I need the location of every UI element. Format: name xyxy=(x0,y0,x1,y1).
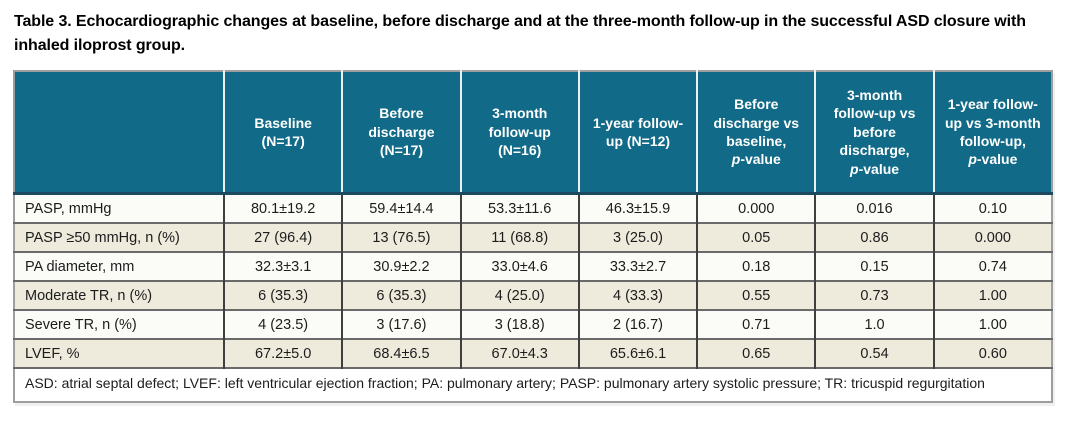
row-label: PASP, mmHg xyxy=(14,192,224,223)
cell: 11 (68.8) xyxy=(459,222,579,252)
cell: 4 (33.3) xyxy=(577,280,698,310)
column-header-label: Before discharge vs baseline, xyxy=(713,96,800,149)
column-header-label: Baseline (N=17) xyxy=(254,114,312,149)
row-label: PASP ≥50 mmHg, n (%) xyxy=(14,222,224,252)
cell: 0.71 xyxy=(696,309,816,339)
footnote-row: ASD: atrial septal defect; LVEF: left ve… xyxy=(14,367,1052,402)
cell: 1.00 xyxy=(932,280,1052,310)
table-row: PASP, mmHg 80.1±19.2 59.4±14.4 53.3±11.6 46.… xyxy=(14,192,1052,223)
p-value-label: p-value xyxy=(706,150,806,168)
cell: 0.86 xyxy=(814,222,934,252)
cell: 1.00 xyxy=(932,309,1052,339)
cell: 4 (23.5) xyxy=(222,309,343,339)
cell: 0.60 xyxy=(932,338,1052,368)
abbreviations-note: ASD: atrial septal defect; LVEF: left ve… xyxy=(14,367,1052,402)
column-header-fu_3_month: 3-month follow-up (N=16) xyxy=(459,71,579,195)
cell: 68.4±6.5 xyxy=(341,338,461,368)
p-value-label: p-value xyxy=(943,150,1043,168)
column-header-p_discharge_vs_baseline: Before discharge vs baseline, p-value xyxy=(696,71,816,195)
page: Table 3. Echocardiographic changes at ba… xyxy=(13,13,1053,403)
row-label: PA diameter, mm xyxy=(14,251,224,281)
cell: 13 (76.5) xyxy=(341,222,461,252)
cell: 0.65 xyxy=(696,338,816,368)
cell: 0.15 xyxy=(814,251,934,281)
cell: 80.1±19.2 xyxy=(222,192,343,223)
table-row: PA diameter, mm 32.3±3.1 30.9±2.2 33.0±4.6 3… xyxy=(14,251,1052,281)
cell: 33.0±4.6 xyxy=(459,251,579,281)
cell: 0.10 xyxy=(932,192,1052,223)
cell: 65.6±6.1 xyxy=(577,338,698,368)
column-header-label: 3-month follow-up (N=16) xyxy=(488,105,551,159)
column-header-before_discharge: Before discharge (N=17) xyxy=(341,71,461,195)
cell: 53.3±11.6 xyxy=(459,192,579,223)
cell: 27 (96.4) xyxy=(222,222,343,252)
cell: 30.9±2.2 xyxy=(341,251,461,281)
cell: 0.73 xyxy=(814,280,934,310)
p-suffix: -value xyxy=(976,151,1018,168)
cell: 6 (35.3) xyxy=(222,280,343,310)
cell: 3 (17.6) xyxy=(341,309,461,339)
cell: 4 (25.0) xyxy=(459,280,579,310)
column-header-label: 3-month follow-up vs before discharge, xyxy=(833,86,916,159)
cell: 3 (18.8) xyxy=(459,309,579,339)
column-header-parameter xyxy=(14,71,224,195)
cell: 0.18 xyxy=(696,251,816,281)
cell: 0.54 xyxy=(814,338,934,368)
cell: 0.000 xyxy=(696,192,816,223)
cell: 2 (16.7) xyxy=(577,309,698,339)
table-row: PASP ≥50 mmHg, n (%) 27 (96.4) 13 (76.5) 11… xyxy=(14,222,1052,252)
cell: 0.000 xyxy=(932,222,1052,252)
column-header-fu_1_year: 1-year follow-up (N=12) xyxy=(577,71,698,195)
column-header-label: 1-year follow-up (N=12) xyxy=(592,114,684,149)
echo-table: Baseline (N=17) Before discharge (N=17) 3-… xyxy=(13,70,1053,403)
cell: 0.74 xyxy=(932,251,1052,281)
p-suffix: -value xyxy=(740,151,781,168)
row-label: Moderate TR, n (%) xyxy=(14,280,224,310)
cell: 59.4±14.4 xyxy=(341,192,461,223)
p-italic: p xyxy=(850,160,859,177)
column-header-label: Before discharge (N=17) xyxy=(368,105,435,159)
cell: 0.55 xyxy=(696,280,816,310)
cell: 46.3±15.9 xyxy=(577,192,698,223)
table-row: Severe TR, n (%) 4 (23.5) 3 (17.6) 3 (18.8)… xyxy=(14,309,1052,339)
column-header-label: 1-year follow-up vs 3-month follow-up, xyxy=(945,96,1041,149)
p-italic: p xyxy=(731,151,741,168)
cell: 33.3±2.7 xyxy=(577,251,698,281)
p-value-label: p-value xyxy=(824,160,924,178)
p-italic: p xyxy=(968,151,977,168)
cell: 0.016 xyxy=(814,192,934,223)
cell: 1.0 xyxy=(814,309,934,339)
p-suffix: -value xyxy=(858,160,900,177)
row-label: LVEF, % xyxy=(14,338,224,368)
column-header-p_3m_vs_discharge: 3-month follow-up vs before discharge, p-… xyxy=(814,71,934,195)
table-row: Moderate TR, n (%) 6 (35.3) 6 (35.3) 4 (25.… xyxy=(14,280,1052,310)
cell: 0.05 xyxy=(696,222,816,252)
table-caption: Table 3. Echocardiographic changes at ba… xyxy=(14,13,1026,54)
table-row: LVEF, % 67.2±5.0 68.4±6.5 67.0±4.3 65.6±6.1 0… xyxy=(14,338,1052,368)
cell: 32.3±3.1 xyxy=(222,251,343,281)
header-row: Baseline (N=17) Before discharge (N=17) 3-… xyxy=(14,71,1052,195)
cell: 67.2±5.0 xyxy=(222,338,343,368)
cell: 67.0±4.3 xyxy=(459,338,579,368)
cell: 6 (35.3) xyxy=(341,280,461,310)
table-body: PASP, mmHg 80.1±19.2 59.4±14.4 53.3±11.6 46.… xyxy=(14,192,1052,368)
row-label: Severe TR, n (%) xyxy=(14,309,224,339)
column-header-baseline: Baseline (N=17) xyxy=(222,71,343,195)
cell: 3 (25.0) xyxy=(577,222,698,252)
column-header-p_1y_vs_3m: 1-year follow-up vs 3-month follow-up, p-… xyxy=(932,71,1052,195)
